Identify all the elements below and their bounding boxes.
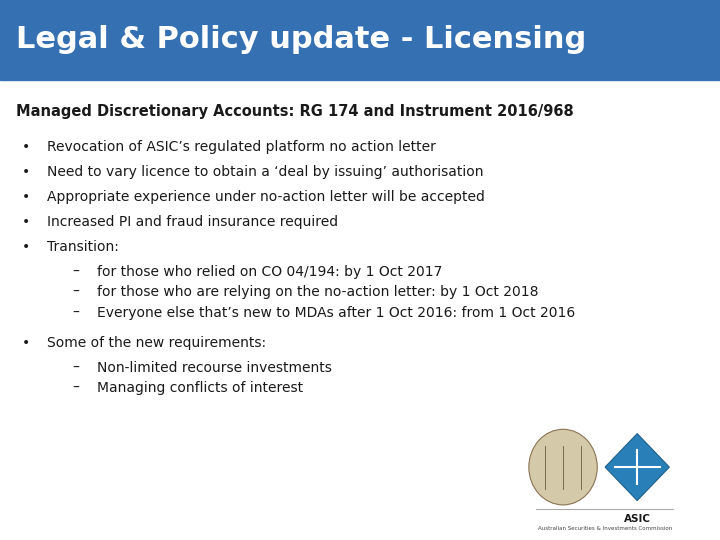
Ellipse shape bbox=[528, 429, 598, 505]
Text: Everyone else that’s new to MDAs after 1 Oct 2016: from 1 Oct 2016: Everyone else that’s new to MDAs after 1… bbox=[97, 306, 575, 320]
Text: for those who relied on CO 04/194: by 1 Oct 2017: for those who relied on CO 04/194: by 1 … bbox=[97, 265, 443, 279]
Text: –: – bbox=[72, 285, 79, 299]
Text: for those who are relying on the no-action letter: by 1 Oct 2018: for those who are relying on the no-acti… bbox=[97, 285, 539, 299]
Text: Some of the new requirements:: Some of the new requirements: bbox=[47, 336, 266, 350]
Text: –: – bbox=[72, 361, 79, 375]
Text: Increased PI and fraud insurance required: Increased PI and fraud insurance require… bbox=[47, 215, 338, 229]
Text: –: – bbox=[72, 306, 79, 320]
Text: •: • bbox=[22, 165, 30, 179]
Polygon shape bbox=[605, 434, 670, 501]
Text: –: – bbox=[72, 265, 79, 279]
Text: Revocation of ASIC’s regulated platform no action letter: Revocation of ASIC’s regulated platform … bbox=[47, 140, 436, 154]
Text: Legal & Policy update - Licensing: Legal & Policy update - Licensing bbox=[16, 25, 586, 55]
Text: Non-limited recourse investments: Non-limited recourse investments bbox=[97, 361, 332, 375]
Text: •: • bbox=[22, 240, 30, 254]
Text: •: • bbox=[22, 190, 30, 204]
Text: Australian Securities & Investments Commission: Australian Securities & Investments Comm… bbox=[538, 526, 672, 531]
Text: Need to vary licence to obtain a ‘deal by issuing’ authorisation: Need to vary licence to obtain a ‘deal b… bbox=[47, 165, 483, 179]
Text: Managing conflicts of interest: Managing conflicts of interest bbox=[97, 381, 303, 395]
Text: •: • bbox=[22, 336, 30, 350]
FancyBboxPatch shape bbox=[0, 0, 720, 80]
Text: Managed Discretionary Accounts: RG 174 and Instrument 2016/968: Managed Discretionary Accounts: RG 174 a… bbox=[16, 104, 574, 119]
Text: ASIC: ASIC bbox=[624, 514, 651, 524]
Text: •: • bbox=[22, 215, 30, 229]
Text: Transition:: Transition: bbox=[47, 240, 119, 254]
Text: –: – bbox=[72, 381, 79, 395]
Text: •: • bbox=[22, 140, 30, 154]
Text: Appropriate experience under no-action letter will be accepted: Appropriate experience under no-action l… bbox=[47, 190, 485, 204]
